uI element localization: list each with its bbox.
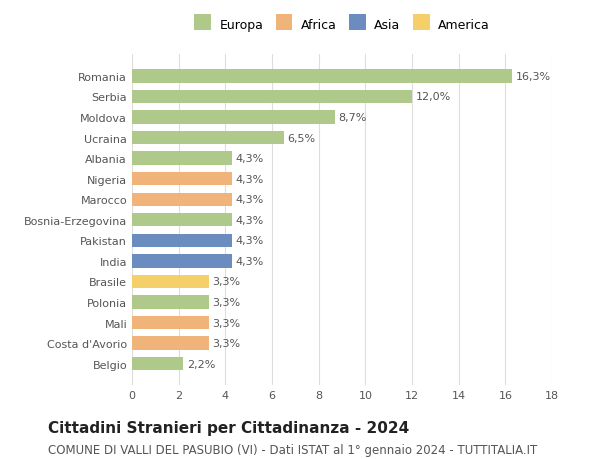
Bar	[132, 213, 232, 227]
Text: 4,3%: 4,3%	[236, 154, 264, 164]
Text: COMUNE DI VALLI DEL PASUBIO (VI) - Dati ISTAT al 1° gennaio 2024 - TUTTITALIA.IT: COMUNE DI VALLI DEL PASUBIO (VI) - Dati …	[48, 443, 537, 456]
Text: 3,3%: 3,3%	[212, 338, 241, 348]
Bar	[132, 357, 184, 370]
Bar	[132, 234, 232, 247]
Bar	[132, 173, 232, 186]
Bar	[132, 255, 232, 268]
Bar	[132, 90, 412, 104]
Text: 12,0%: 12,0%	[415, 92, 451, 102]
Text: 16,3%: 16,3%	[516, 72, 551, 82]
Bar	[132, 70, 512, 84]
Text: 3,3%: 3,3%	[212, 318, 241, 328]
Bar	[132, 132, 284, 145]
Text: 6,5%: 6,5%	[287, 133, 315, 143]
Bar	[132, 337, 209, 350]
Bar	[132, 275, 209, 289]
Text: 4,3%: 4,3%	[236, 236, 264, 246]
Bar	[132, 296, 209, 309]
Text: 8,7%: 8,7%	[338, 113, 367, 123]
Text: 4,3%: 4,3%	[236, 174, 264, 185]
Legend: Europa, Africa, Asia, America: Europa, Africa, Asia, America	[194, 18, 490, 32]
Bar	[132, 316, 209, 330]
Text: 4,3%: 4,3%	[236, 195, 264, 205]
Bar	[132, 152, 232, 165]
Text: 3,3%: 3,3%	[212, 277, 241, 287]
Text: 2,2%: 2,2%	[187, 359, 215, 369]
Text: 3,3%: 3,3%	[212, 297, 241, 308]
Text: 4,3%: 4,3%	[236, 256, 264, 266]
Text: 4,3%: 4,3%	[236, 215, 264, 225]
Text: Cittadini Stranieri per Cittadinanza - 2024: Cittadini Stranieri per Cittadinanza - 2…	[48, 420, 409, 435]
Bar	[132, 193, 232, 207]
Bar	[132, 111, 335, 124]
